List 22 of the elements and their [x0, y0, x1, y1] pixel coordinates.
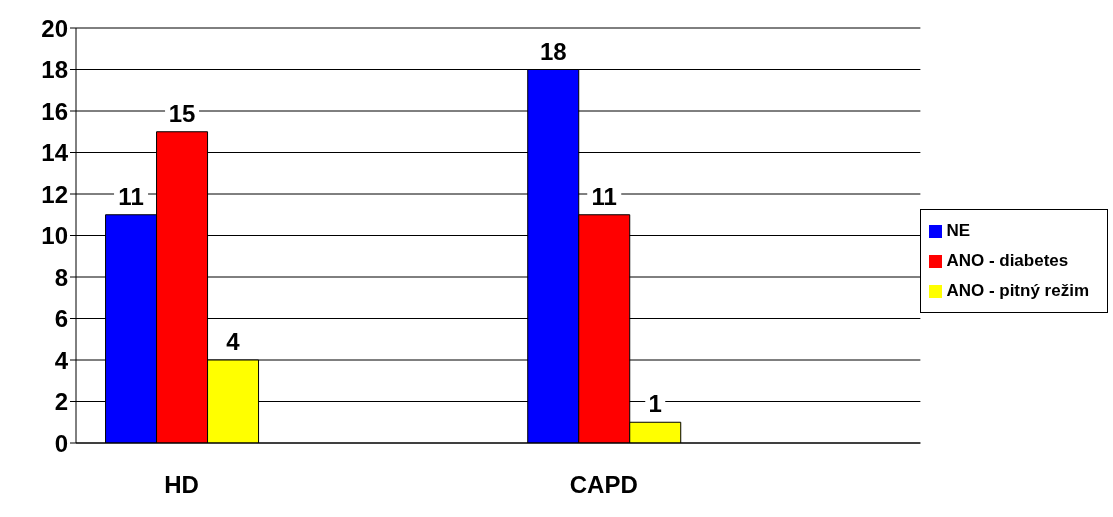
- y-tick-label: 16: [41, 97, 68, 125]
- legend-label: NE: [946, 220, 970, 240]
- legend-label: ANO - pitný režim: [946, 280, 1089, 300]
- data-label: 15: [168, 99, 196, 127]
- y-tick-label: 18: [41, 56, 68, 84]
- data-label: 11: [591, 182, 617, 210]
- y-tick-label: 10: [41, 222, 68, 250]
- data-label: 18: [539, 37, 567, 65]
- y-tick-label: 2: [54, 388, 68, 416]
- y-tick-label: 0: [54, 429, 68, 457]
- y-tick-label: 14: [41, 139, 69, 167]
- x-tick-label: CAPD: [569, 471, 638, 499]
- y-tick-label: 12: [41, 180, 68, 208]
- data-label: 4: [226, 328, 241, 355]
- y-tick-label: 20: [41, 14, 68, 42]
- data-label: 11: [118, 182, 144, 210]
- data-label: 1: [648, 390, 662, 418]
- y-tick-label: 6: [54, 305, 68, 333]
- legend-label: ANO - diabetes: [946, 250, 1069, 270]
- y-tick-label: 8: [54, 263, 68, 291]
- y-tick-label: 4: [54, 346, 69, 374]
- x-tick-label: HD: [164, 471, 199, 499]
